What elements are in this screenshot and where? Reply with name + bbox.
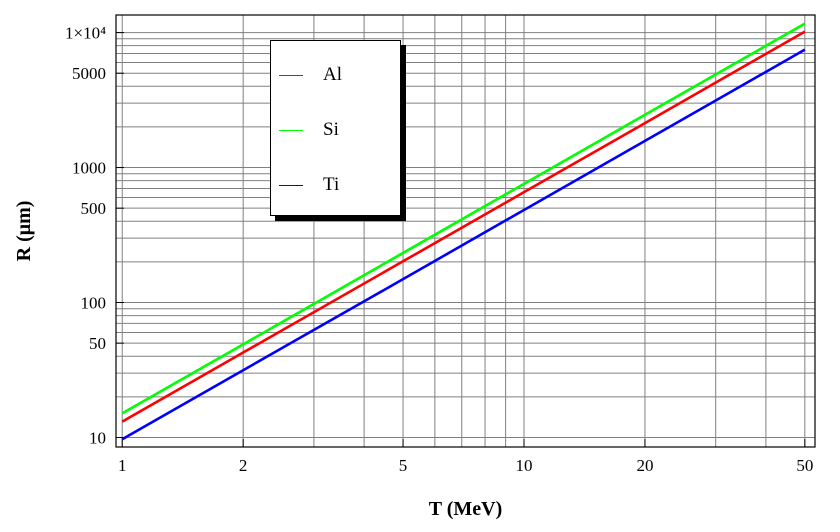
legend-label: Al [323,64,342,85]
plot-frame [115,14,816,448]
series-line-ti [121,48,806,441]
x-tick-label: 50 [796,456,813,475]
legend-item-al: Al [279,63,399,87]
legend-item-ti: Ti [279,173,399,197]
x-tick-label: 1 [118,456,127,475]
y-tick-label: 500 [81,199,107,218]
legend-swatch [279,129,303,131]
y-axis-label: R (μm) [13,201,35,262]
legend-item-si: Si [279,118,399,142]
y-tick-label: 5000 [72,64,106,83]
legend: Al Si Ti [270,40,401,216]
x-tick-label: 2 [239,456,248,475]
series-line-al [121,30,806,423]
y-tick-label: 1×10⁴ [65,24,106,43]
y-tick-label: 10 [89,428,106,447]
x-axis-label: T (MeV) [429,498,503,520]
y-tick-label: 100 [81,294,107,313]
x-tick-label: 10 [515,456,532,475]
legend-swatch [279,184,303,186]
y-tick-label: 1000 [72,159,106,178]
legend-label: Ti [323,174,340,195]
x-tick-label: 20 [636,456,653,475]
legend-label: Si [323,119,339,140]
series-line-si [121,22,806,415]
x-tick-label: 5 [399,456,408,475]
y-tick-label: 50 [89,334,106,353]
legend-swatch [279,74,303,76]
